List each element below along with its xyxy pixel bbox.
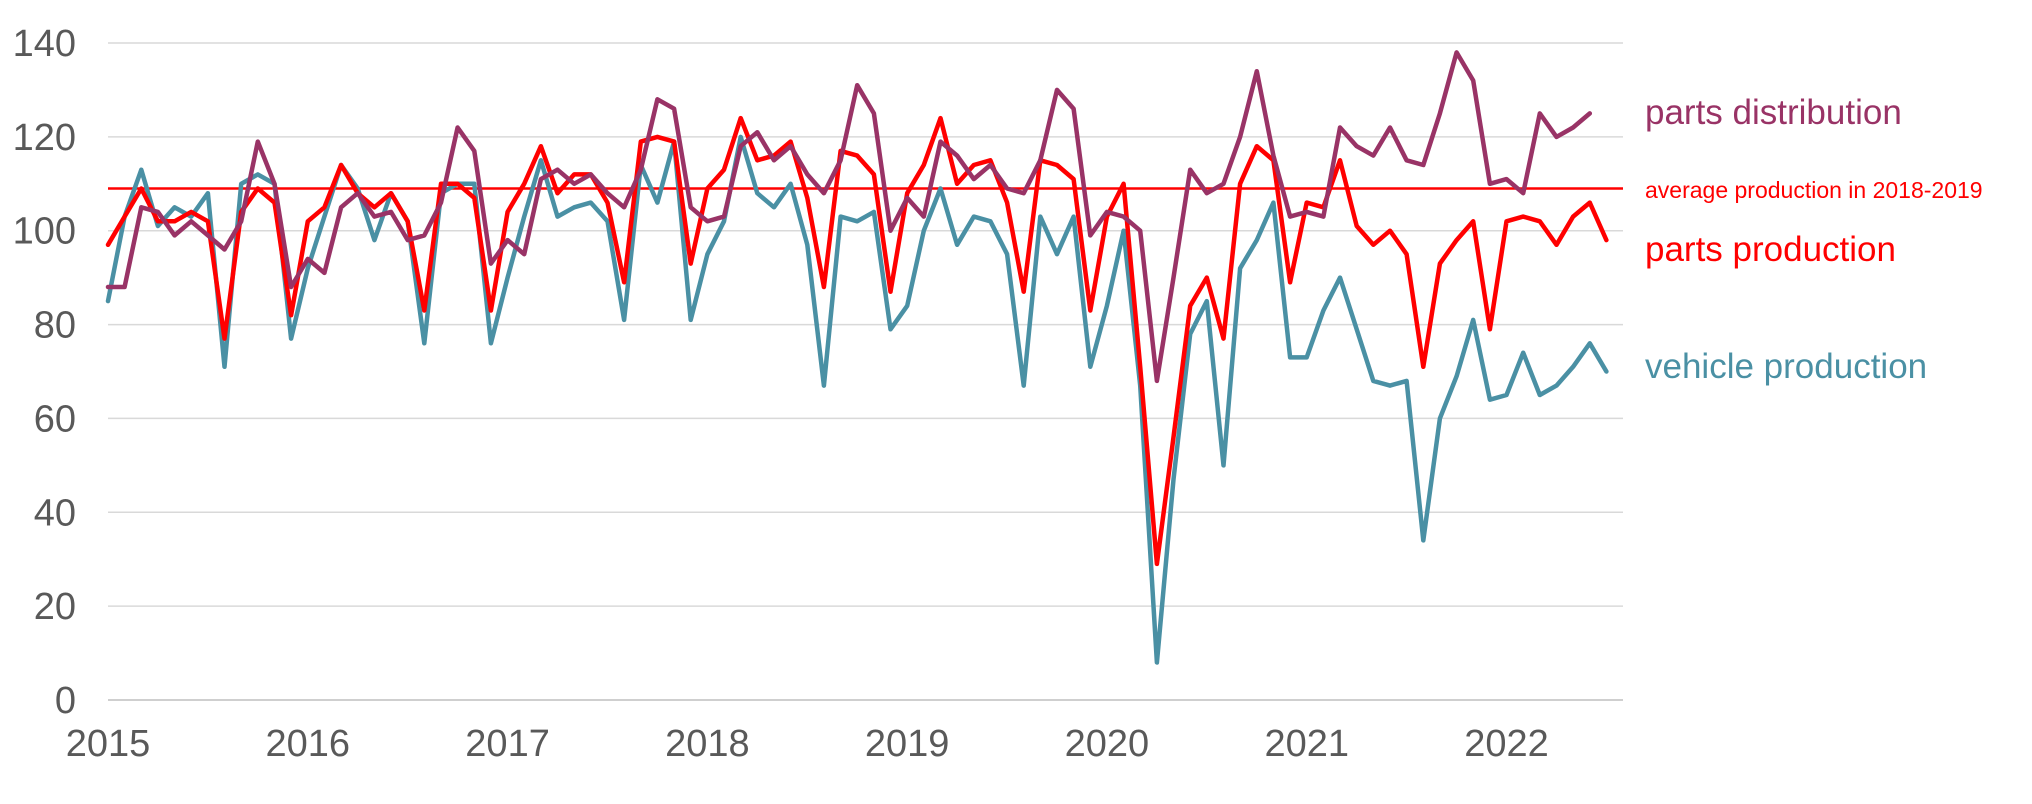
x-tick-label: 2018 [665, 723, 750, 765]
y-axis-tick-labels: 0 20 40 60 80 100 120 140 [13, 23, 76, 722]
reference-line-label: average production in 2018-2019 [1645, 177, 1983, 203]
x-axis-tick-labels: 2015 2016 2017 2018 2019 2020 2021 2022 [66, 723, 1549, 765]
y-tick-label: 40 [34, 492, 76, 534]
x-tick-label: 2020 [1065, 723, 1150, 765]
x-tick-label: 2016 [266, 723, 351, 765]
series-lines [105, 50, 1609, 665]
y-tick-label: 120 [13, 117, 76, 159]
series-label-vehicle-production: vehicle production [1645, 347, 1927, 386]
gridlines [108, 42, 1623, 701]
y-tick-label: 0 [55, 680, 76, 722]
x-tick-label: 2021 [1264, 723, 1349, 765]
x-tick-label: 2015 [66, 723, 151, 765]
series-label-parts-distribution: parts distribution [1645, 93, 1902, 132]
series-line-parts-distribution [105, 50, 1593, 384]
y-tick-label: 140 [13, 23, 76, 65]
x-tick-label: 2022 [1464, 723, 1549, 765]
y-tick-label: 60 [34, 398, 76, 440]
x-tick-label: 2017 [465, 723, 550, 765]
series-line-vehicle-production [105, 134, 1609, 665]
y-tick-label: 20 [34, 586, 76, 628]
y-tick-label: 100 [13, 211, 76, 253]
y-tick-label: 80 [34, 305, 76, 347]
series-label-parts-production: parts production [1645, 230, 1896, 269]
series-labels: parts distribution average production in… [1645, 93, 1983, 386]
x-tick-label: 2019 [865, 723, 950, 765]
series-line-parts-production [105, 115, 1609, 567]
